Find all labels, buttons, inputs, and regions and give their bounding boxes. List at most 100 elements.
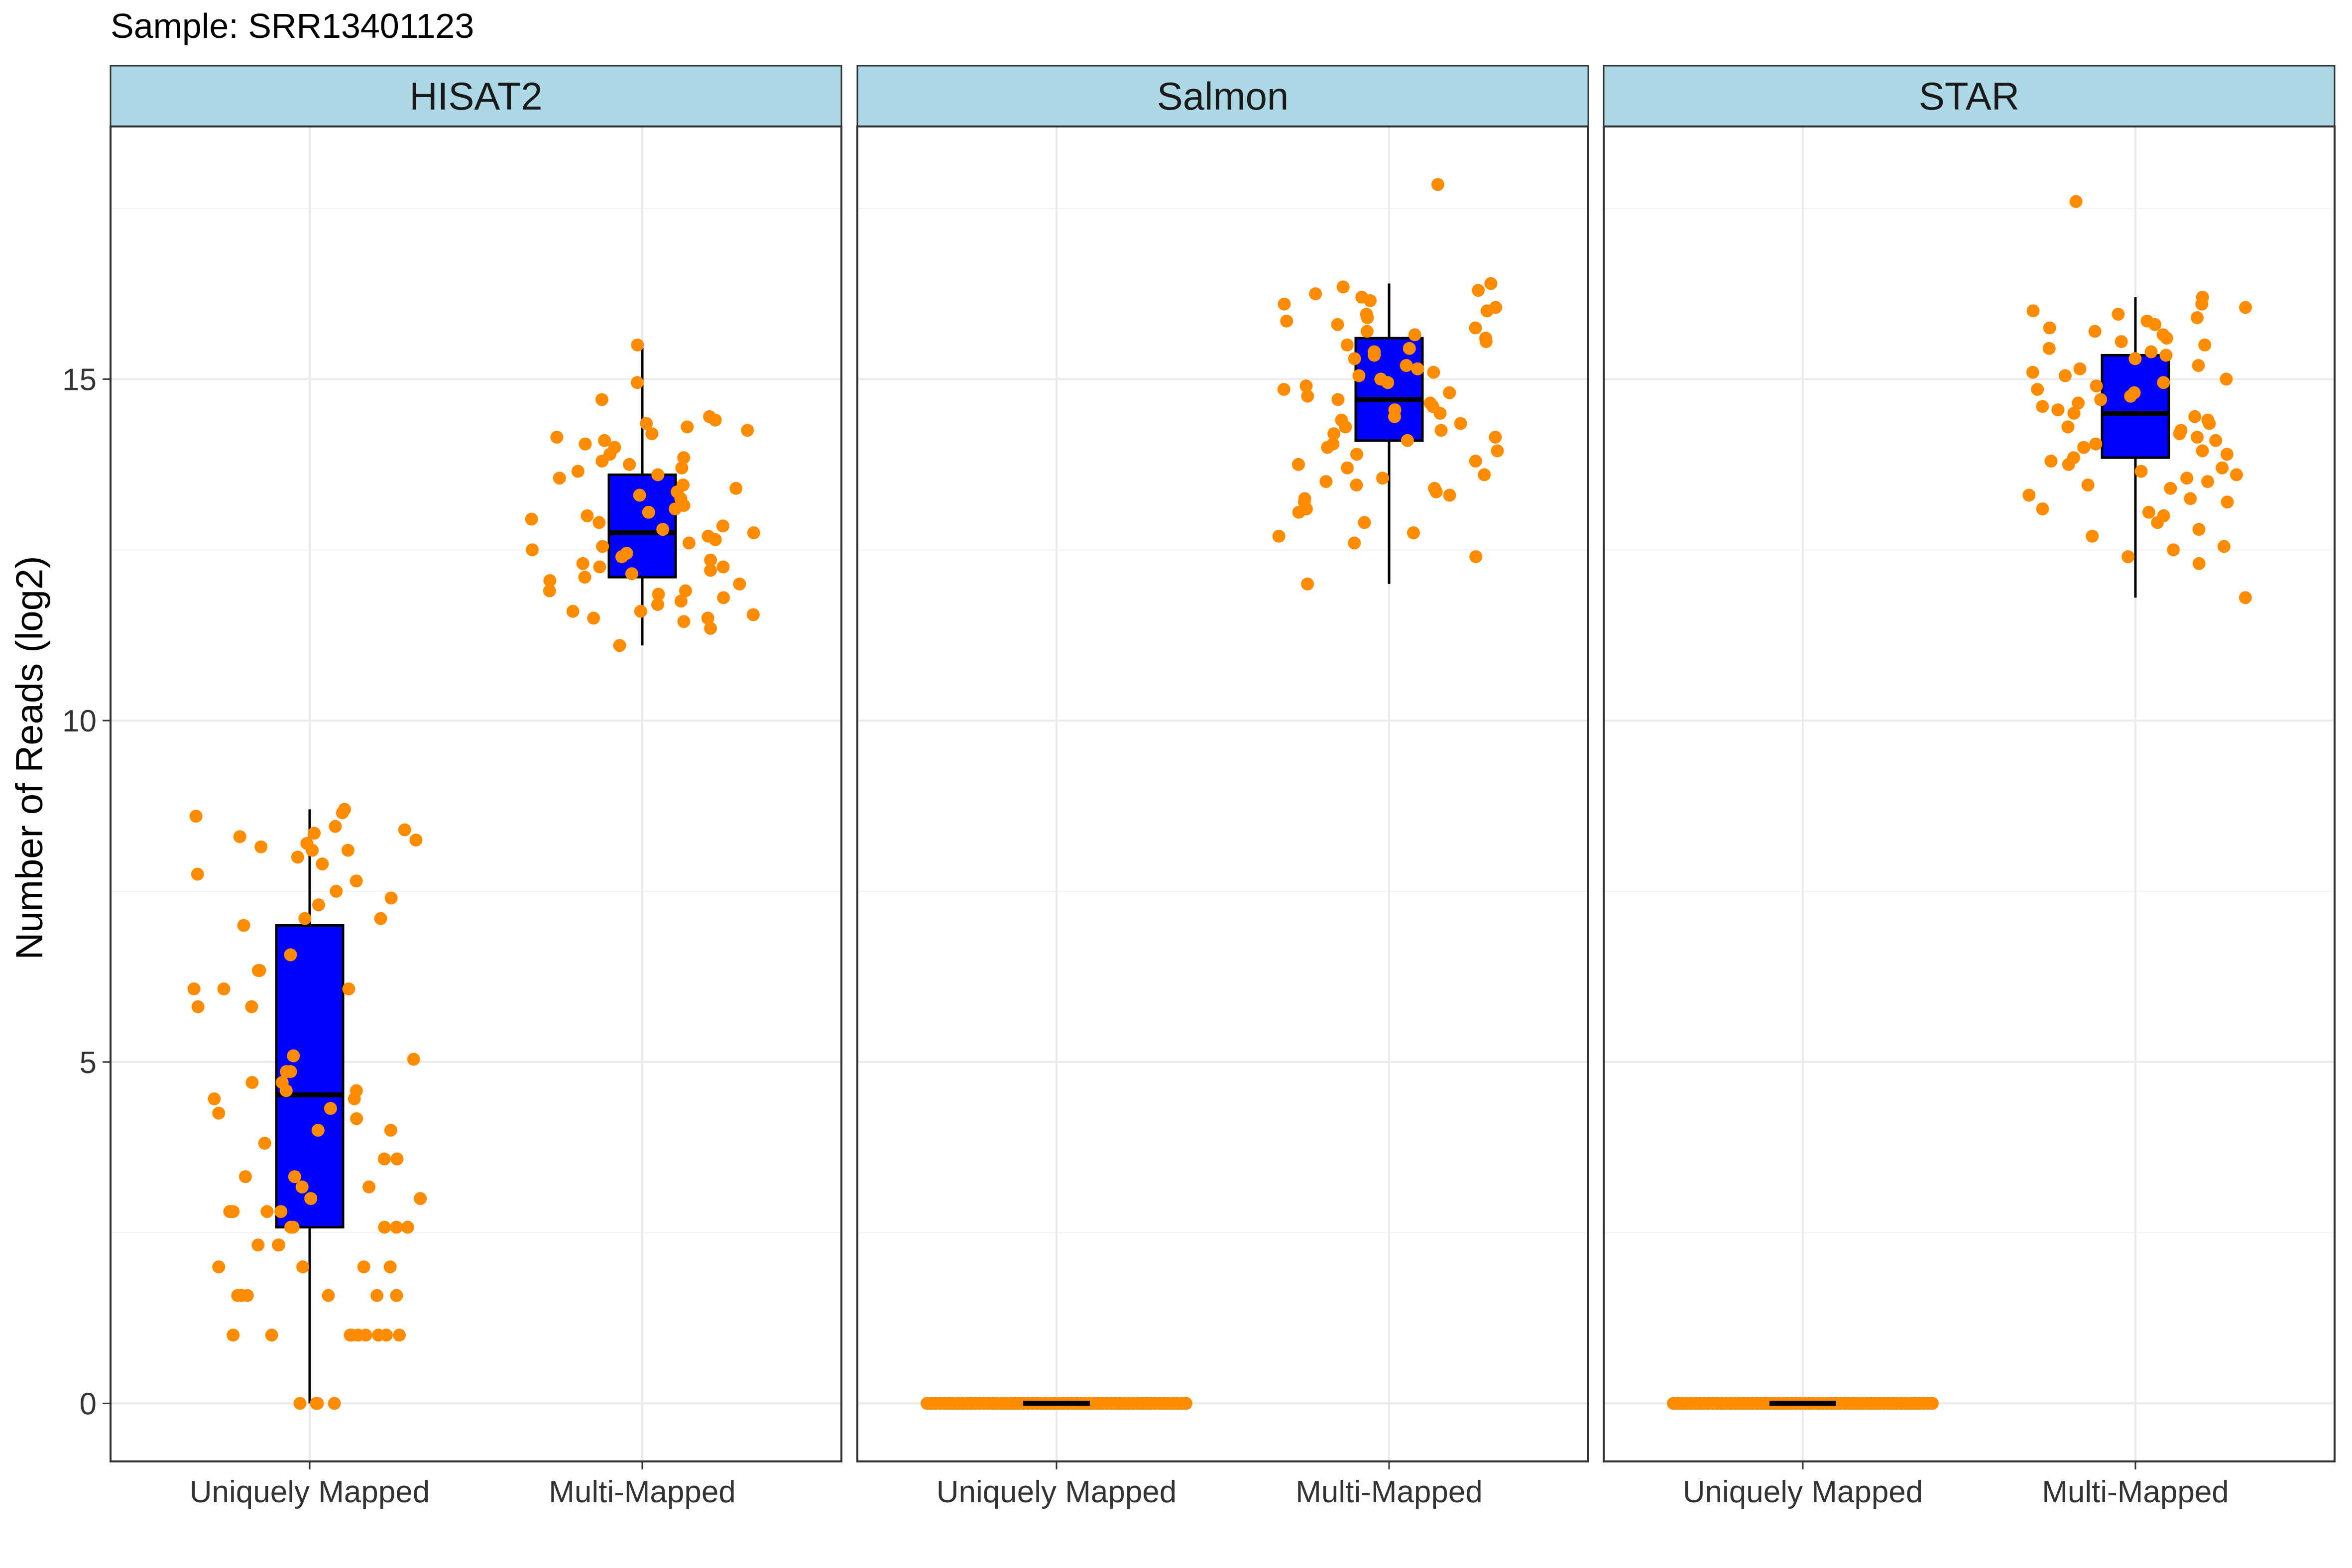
data-point: [275, 1076, 289, 1089]
data-point: [592, 516, 606, 529]
data-point: [1423, 396, 1437, 410]
y-axis-title: Number of Reads (log2): [8, 556, 51, 960]
data-point: [217, 982, 231, 995]
data-point: [1427, 365, 1440, 379]
data-point: [579, 437, 592, 451]
data-point: [191, 1000, 205, 1013]
data-point: [704, 553, 717, 567]
data-point: [677, 479, 690, 491]
data-point: [284, 1065, 297, 1078]
data-point: [631, 338, 644, 352]
data-point: [1411, 362, 1424, 375]
data-point: [330, 884, 343, 898]
data-point: [1301, 577, 1314, 591]
data-point: [2061, 420, 2075, 434]
data-point: [324, 1102, 337, 1115]
data-point: [2167, 543, 2180, 557]
data-point: [2072, 396, 2085, 410]
data-point: [2180, 472, 2194, 485]
panel-border: [856, 125, 1589, 1462]
data-point: [704, 564, 717, 577]
data-point: [2115, 335, 2128, 348]
data-point: [613, 639, 626, 652]
data-point: [370, 1289, 384, 1302]
data-point: [1489, 301, 1503, 314]
data-point: [1491, 444, 1504, 458]
data-point: [1341, 461, 1354, 475]
data-point: [2051, 403, 2065, 417]
data-point: [308, 827, 321, 840]
data-point: [1301, 389, 1314, 403]
data-point: [284, 948, 297, 962]
data-point: [258, 1136, 271, 1150]
data-point: [2112, 308, 2125, 321]
data-point: [2081, 479, 2095, 491]
data-point: [2026, 365, 2039, 379]
data-point: [1469, 550, 1483, 563]
data-point: [2086, 529, 2099, 543]
data-point: [350, 874, 363, 888]
data-point: [390, 1152, 404, 1166]
facet-strip-label: Salmon: [1157, 74, 1289, 118]
data-point: [2043, 321, 2056, 335]
data-point: [2196, 290, 2209, 304]
panel-background: [111, 126, 841, 1461]
data-point: [2036, 502, 2049, 515]
box-iqr: [2101, 354, 2170, 459]
data-point: [357, 1260, 370, 1274]
data-point: [1358, 516, 1371, 529]
data-point: [1278, 297, 1291, 311]
data-point: [237, 919, 250, 932]
data-point: [1431, 178, 1444, 191]
data-point: [189, 810, 203, 823]
data-point: [566, 604, 580, 618]
data-point: [1376, 472, 1389, 485]
data-point: [2192, 523, 2206, 536]
data-point: [2188, 410, 2202, 423]
data-point: [642, 505, 655, 519]
data-point: [2089, 437, 2103, 451]
data-point: [1469, 455, 1482, 468]
data-point: [1428, 482, 1441, 495]
data-point: [703, 410, 716, 423]
data-point: [2127, 386, 2141, 399]
data-point: [2217, 540, 2231, 553]
data-point: [633, 488, 646, 502]
data-point: [1478, 468, 1491, 482]
data-point: [2192, 359, 2205, 372]
data-point: [2198, 338, 2212, 352]
data-point: [2094, 393, 2108, 406]
data-point: [1272, 529, 1286, 543]
data-point: [298, 912, 312, 925]
data-point: [338, 803, 351, 816]
data-point: [1368, 345, 1381, 359]
data-point: [2036, 400, 2049, 413]
y-tick-label: 15: [62, 362, 97, 397]
data-point: [1403, 342, 1416, 355]
data-point: [1336, 280, 1350, 294]
facet-strip: [856, 65, 1589, 127]
data-point: [675, 461, 689, 475]
data-point: [1400, 359, 1413, 372]
data-point: [746, 608, 760, 621]
data-point: [625, 567, 638, 581]
data-point: [304, 1192, 318, 1205]
box-multi-mapped: [1354, 283, 1424, 584]
data-point: [300, 837, 314, 850]
data-point: [550, 431, 564, 444]
data-point: [2191, 431, 2204, 444]
data-point: [553, 472, 566, 485]
data-point: [651, 598, 664, 611]
data-point: [328, 1397, 341, 1410]
data-point: [1484, 277, 1498, 290]
data-point: [1479, 332, 1492, 345]
data-point: [595, 393, 608, 406]
facet-strip: [110, 65, 842, 127]
data-point: [1277, 383, 1291, 396]
data-point: [656, 523, 670, 536]
data-point: [1331, 393, 1345, 406]
data-point: [543, 584, 556, 598]
panel-background: [1604, 126, 2335, 1461]
data-point: [2067, 407, 2081, 420]
data-point: [733, 577, 746, 591]
